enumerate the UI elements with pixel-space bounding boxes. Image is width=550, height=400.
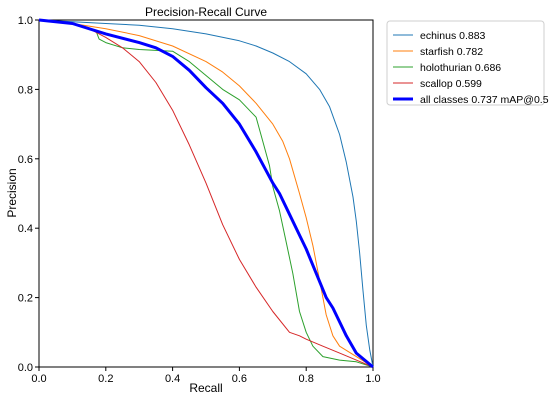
series-line-2 xyxy=(38,19,374,368)
chart-title: Precision-Recall Curve xyxy=(145,5,267,19)
plot-area xyxy=(38,19,374,368)
series-line-3 xyxy=(38,19,374,368)
legend: echinus 0.883 starfish 0.782 holothurian 0… xyxy=(386,20,549,106)
series-line-0 xyxy=(38,19,374,368)
y-tick-label: 0.8 xyxy=(18,84,33,96)
legend-label-3: scallop 0.599 xyxy=(420,78,482,90)
x-tick-label: 1.0 xyxy=(365,373,380,385)
y-tick-label: 0.4 xyxy=(18,223,33,235)
y-tick-label: 0.0 xyxy=(18,362,33,374)
series-layer xyxy=(38,18,374,369)
legend-label-2: holothurian 0.686 xyxy=(420,62,501,74)
series-line-4 xyxy=(38,18,374,369)
y-tick-label: 0.2 xyxy=(18,293,33,305)
y-axis: 0.0 0.2 0.4 0.6 0.8 1.0 xyxy=(18,15,39,374)
x-axis-label: Recall xyxy=(189,381,222,395)
x-tick-label: 0.4 xyxy=(165,373,180,385)
legend-box xyxy=(386,20,545,106)
x-tick-label: 0.0 xyxy=(31,373,46,385)
y-tick-label: 1.0 xyxy=(18,15,33,27)
legend-label-4: all classes 0.737 mAP@0.5 xyxy=(420,94,549,106)
legend-label-0: echinus 0.883 xyxy=(420,30,486,42)
series-line-1 xyxy=(38,19,374,368)
y-axis-label: Precision xyxy=(5,168,19,217)
x-tick-label: 0.8 xyxy=(299,373,314,385)
x-tick-label: 0.2 xyxy=(98,373,113,385)
legend-label-1: starfish 0.782 xyxy=(420,46,483,58)
x-axis: 0.0 0.2 0.4 0.6 0.8 1.0 xyxy=(31,367,381,385)
y-tick-label: 0.6 xyxy=(18,154,33,166)
x-tick-label: 0.6 xyxy=(232,373,247,385)
